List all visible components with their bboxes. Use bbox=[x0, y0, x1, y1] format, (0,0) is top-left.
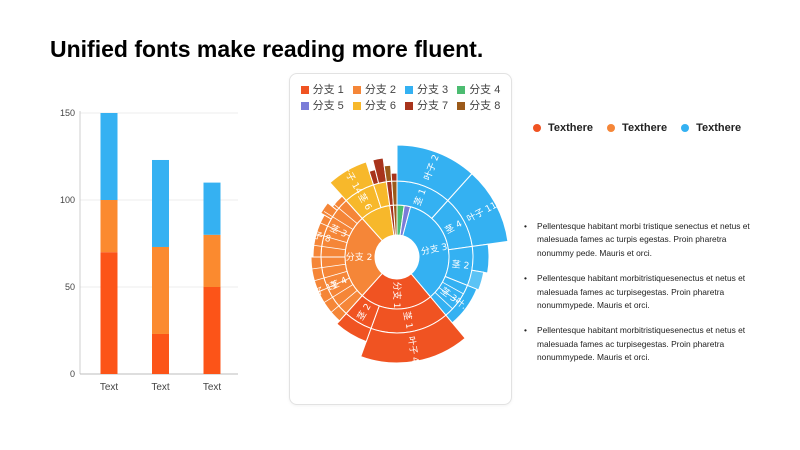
sunburst-spoke bbox=[318, 277, 350, 293]
bullet-item: • Pellentesque habitant morbitristiquesen… bbox=[524, 324, 760, 364]
sunburst-spoke bbox=[314, 270, 348, 282]
sunburst-spoke bbox=[438, 287, 459, 302]
sunburst-spoke bbox=[330, 290, 358, 313]
legend-label: 分支 6 bbox=[364, 100, 396, 112]
sunburst-chart: 分支 3分支 2分支 1茎 1茎 4茎 2茎 3茎 1茎 2茎 4茎 3茎 6叶… bbox=[303, 144, 509, 364]
bullet-item: • Pellentesque habitant morbi tristique s… bbox=[524, 220, 760, 260]
legend-swatch bbox=[352, 102, 361, 110]
legend-label: 分支 4 bbox=[469, 84, 501, 96]
legend-item-branch-8: 分支 8 bbox=[457, 98, 500, 114]
bullet-text: Pellentesque habitant morbitristiquesene… bbox=[537, 325, 746, 363]
bullet-mark: • bbox=[524, 221, 527, 231]
legend-item-branch-6: 分支 6 bbox=[352, 98, 396, 114]
legend-dot bbox=[681, 124, 690, 132]
legend-label: 分支 5 bbox=[312, 100, 344, 112]
legend-dot-label: Texthere bbox=[622, 122, 668, 134]
legend-swatch bbox=[300, 86, 309, 94]
bullet-text: Pellentesque habitant morbi tristique se… bbox=[537, 221, 750, 258]
y-tick-label: 100 bbox=[60, 195, 75, 205]
legend-item-branch-5: 分支 5 bbox=[300, 98, 344, 114]
legend-item-branch-7: 分支 7 bbox=[405, 98, 448, 114]
legend-item-branch-3: 分支 3 bbox=[405, 82, 448, 98]
legend-dot bbox=[533, 124, 541, 132]
inner-label: 分支 1 bbox=[391, 282, 403, 309]
sunburst-card: 分支 1 分支 2 分支 3 分支 4 分支 5 分支 6 分支 7 分支 8 … bbox=[289, 73, 512, 405]
legend-swatch bbox=[457, 102, 466, 110]
legend-item-branch-4: 分支 4 bbox=[457, 82, 500, 98]
slide-title: Unified fonts make reading more fluent. bbox=[50, 36, 484, 62]
sunburst-spoke bbox=[323, 284, 354, 303]
outer-label: 叶子 4 bbox=[405, 336, 420, 364]
middle-label: 茎 1 bbox=[401, 310, 416, 329]
bar-segment bbox=[100, 252, 118, 374]
sunburst-outer-segment bbox=[360, 314, 466, 364]
bar-segment bbox=[152, 246, 169, 334]
legend-label: 分支 1 bbox=[312, 84, 344, 96]
inner-label: 分支 2 bbox=[346, 251, 373, 263]
legend-swatch bbox=[457, 86, 466, 94]
sunburst-outer-segment bbox=[471, 243, 490, 274]
sunburst-spoke bbox=[311, 244, 346, 251]
legend-label: 分支 8 bbox=[469, 100, 501, 112]
legend-swatch bbox=[352, 86, 361, 94]
sunburst-spoke bbox=[323, 211, 354, 230]
legend-swatch bbox=[300, 102, 309, 110]
bar-segment bbox=[100, 200, 118, 253]
legend-dot-label: Texthere bbox=[548, 122, 594, 134]
sunburst-legend: 分支 1 分支 2 分支 3 分支 4 分支 5 分支 6 分支 7 分支 8 bbox=[290, 82, 511, 114]
sunburst-spoke bbox=[314, 232, 348, 244]
bar-segment bbox=[203, 287, 221, 374]
legend-label: 分支 7 bbox=[417, 100, 449, 112]
legend-swatch bbox=[405, 102, 413, 110]
bullet-mark: • bbox=[524, 273, 527, 284]
y-tick-label: 50 bbox=[65, 282, 75, 292]
bullet-mark: • bbox=[524, 325, 527, 336]
legend-row-2: 分支 5 分支 6 分支 7 分支 8 bbox=[290, 98, 511, 114]
legend-dot-label: Texthere bbox=[696, 122, 742, 134]
x-tick-label: Text bbox=[100, 382, 119, 393]
x-tick-label: Text bbox=[203, 382, 222, 393]
sunburst-outer-segment bbox=[390, 172, 398, 182]
legend-item-branch-2: 分支 2 bbox=[352, 82, 396, 98]
bullet-text: Pellentesque habitant morbitristiquesene… bbox=[537, 273, 746, 311]
sunburst-spoke bbox=[311, 263, 346, 270]
sunburst-spoke bbox=[330, 201, 358, 224]
bar-segment bbox=[152, 333, 169, 374]
legend-row-1: 分支 1 分支 2 分支 3 分支 4 bbox=[290, 82, 511, 98]
legend-swatch bbox=[405, 86, 413, 94]
series-legend-item: Texthere bbox=[533, 122, 593, 134]
bar-segment bbox=[203, 182, 221, 235]
bar-segment bbox=[152, 159, 169, 247]
bar-segment bbox=[100, 113, 118, 200]
sunburst-spoke bbox=[318, 221, 350, 237]
legend-item-branch-1: 分支 1 bbox=[300, 82, 344, 98]
legend-label: 分支 2 bbox=[364, 84, 396, 96]
sunburst-outer-segment bbox=[447, 173, 509, 247]
bar-segment bbox=[203, 234, 221, 287]
y-tick-label: 150 bbox=[60, 108, 75, 118]
series-legend-item: Texthere bbox=[681, 122, 741, 134]
series-legend-item: Texthere bbox=[607, 122, 667, 134]
legend-label: 分支 3 bbox=[417, 84, 449, 96]
y-tick-label: 0 bbox=[70, 369, 75, 379]
sunburst-spoke bbox=[434, 292, 453, 310]
bullet-list: • Pellentesque habitant morbi tristique s… bbox=[524, 220, 760, 377]
x-tick-label: Text bbox=[151, 382, 170, 393]
legend-dot bbox=[607, 124, 616, 132]
sunburst-spoke bbox=[442, 281, 464, 295]
series-legend: Texthere Texthere Texthere bbox=[533, 122, 741, 134]
middle-label: 茎 2 bbox=[451, 258, 470, 272]
bullet-item: • Pellentesque habitant morbitristiquesen… bbox=[524, 272, 760, 312]
